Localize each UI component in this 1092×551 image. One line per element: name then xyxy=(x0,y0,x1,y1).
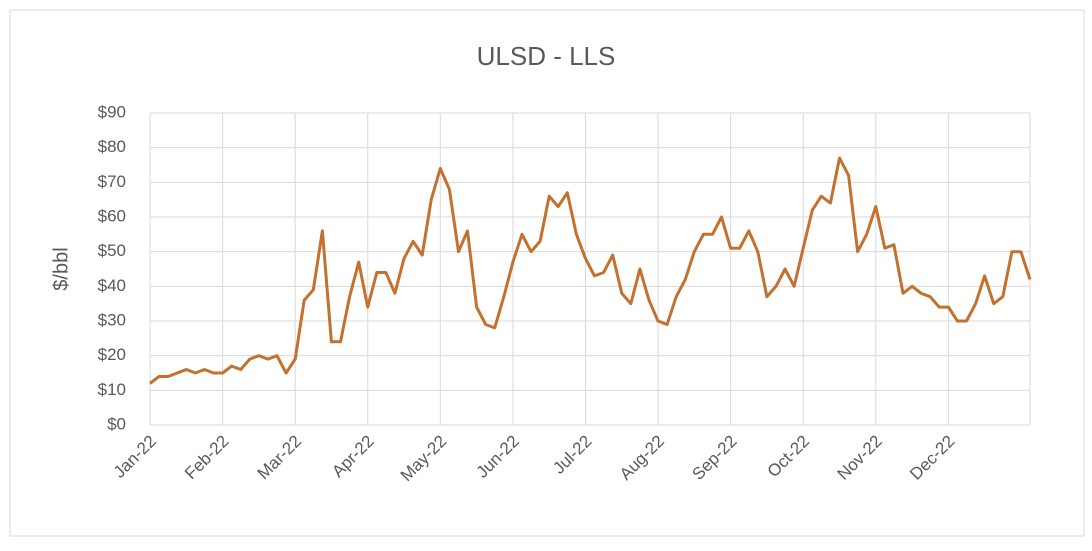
data-line xyxy=(149,156,1032,385)
y-tick-label: $0 xyxy=(107,414,126,433)
y-tick-label: $80 xyxy=(98,137,126,156)
y-tick-label: $40 xyxy=(98,276,126,295)
y-axis-title: $/bbl xyxy=(50,247,72,290)
y-tick-label: $50 xyxy=(98,241,126,260)
y-tick-label: $90 xyxy=(98,102,126,121)
y-tick-label: $10 xyxy=(98,380,126,399)
chart-title: ULSD - LLS xyxy=(477,41,616,71)
y-tick-label: $20 xyxy=(98,345,126,364)
chart-border xyxy=(9,9,1085,537)
y-tick-label: $60 xyxy=(98,206,126,225)
y-tick-label: $70 xyxy=(98,172,126,191)
y-tick-label: $30 xyxy=(98,310,126,329)
